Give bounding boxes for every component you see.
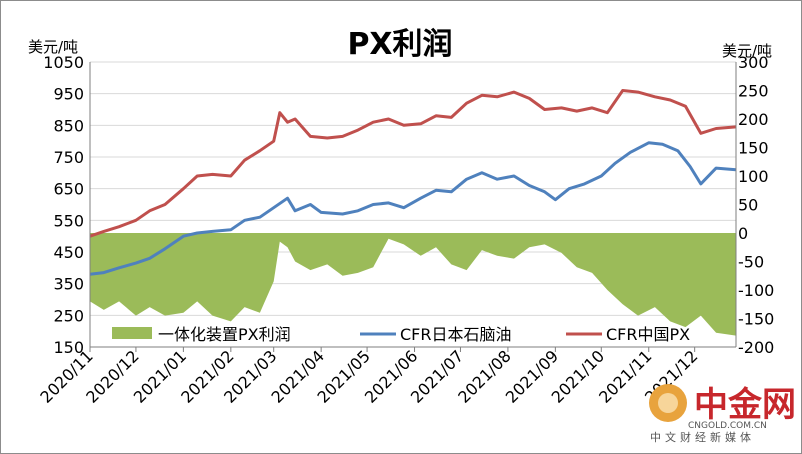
- left-tick-label: 650: [53, 180, 84, 199]
- right-axis-unit: 美元/吨: [722, 42, 772, 60]
- watermark: 中金网 CNGOLD.COM.CN 中文财经新媒体: [649, 384, 796, 444]
- left-tick-label: 150: [53, 338, 84, 357]
- right-tick-label: -100: [738, 281, 774, 300]
- left-tick-label: 850: [53, 116, 84, 135]
- line-series-0: [89, 141, 737, 276]
- right-tick-label: 0: [738, 224, 748, 243]
- watermark-url: CNGOLD.COM.CN: [688, 421, 767, 431]
- legend-label: 一体化装置PX利润: [158, 325, 291, 344]
- watermark-brand: 中金网: [694, 385, 796, 425]
- left-axis-unit: 美元/吨: [28, 38, 78, 56]
- right-tick-label: 50: [738, 196, 758, 215]
- right-tick-label: -50: [738, 253, 764, 272]
- right-tick-label: -150: [738, 310, 774, 329]
- left-tick-label: 750: [53, 148, 84, 167]
- left-tick-label: 1050: [43, 53, 84, 72]
- area-layer: [90, 233, 736, 336]
- right-tick-label: 150: [738, 139, 769, 158]
- watermark-tagline: 中文财经新媒体: [650, 430, 755, 444]
- right-tick-label: 250: [738, 82, 769, 101]
- legend-label: CFR中国PX: [606, 325, 690, 344]
- line-layer: [89, 89, 737, 276]
- line-series-1: [89, 89, 737, 238]
- legend-swatch-area: [112, 327, 152, 339]
- right-tick-label: -200: [738, 338, 774, 357]
- left-tick-label: 950: [53, 85, 84, 104]
- left-tick-label: 450: [53, 243, 84, 262]
- right-tick-label: 300: [738, 53, 769, 72]
- watermark-logo-inner-icon: [658, 393, 678, 413]
- right-tick-label: 200: [738, 110, 769, 129]
- right-tick-label: 100: [738, 167, 769, 186]
- area-series-px-profit: [90, 233, 736, 336]
- left-tick-label: 550: [53, 211, 84, 230]
- chart-title: PX利润: [347, 27, 452, 62]
- legend-label: CFR日本石脑油: [400, 325, 512, 344]
- left-tick-label: 250: [53, 306, 84, 325]
- legend: 一体化装置PX利润 CFR日本石脑油 CFR中国PX: [112, 325, 690, 344]
- left-tick-label: 350: [53, 275, 84, 294]
